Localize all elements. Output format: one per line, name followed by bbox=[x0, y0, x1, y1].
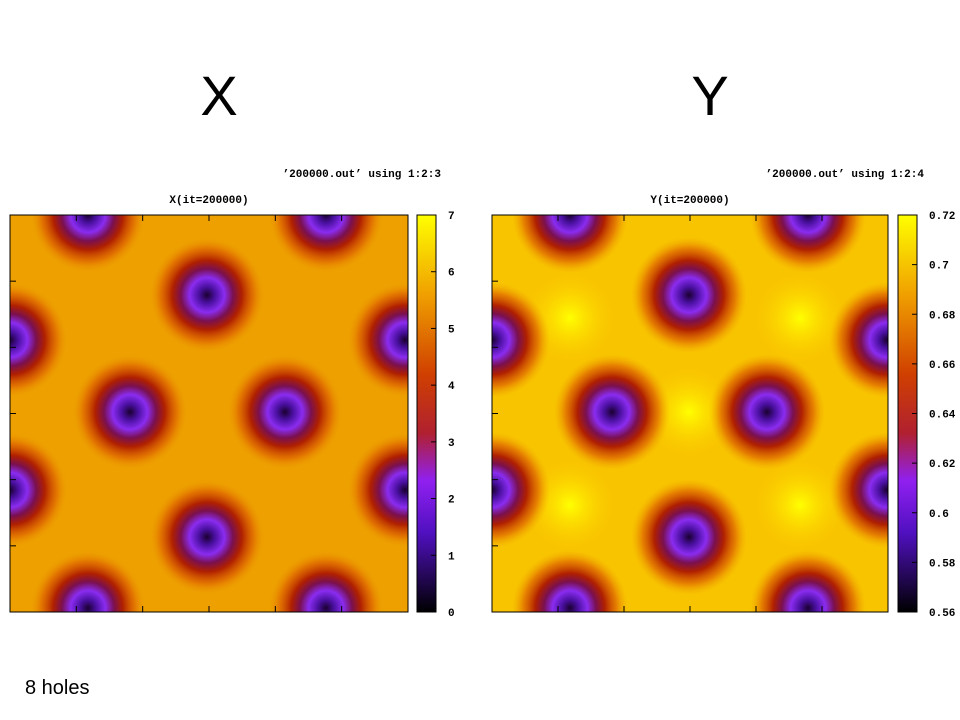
hole bbox=[631, 237, 747, 353]
hole bbox=[30, 215, 146, 273]
plot-title: Y(it=200000) bbox=[650, 195, 729, 207]
hole bbox=[149, 237, 265, 353]
hole bbox=[829, 282, 888, 398]
bright-spot bbox=[755, 273, 845, 363]
colorbar-tick-label: 0.6 bbox=[929, 509, 949, 521]
colorbar-tick-label: 7 bbox=[448, 211, 455, 223]
hole bbox=[554, 354, 670, 470]
colorbar-tick-label: 0 bbox=[448, 608, 455, 620]
hole bbox=[750, 550, 866, 612]
hole bbox=[512, 215, 628, 273]
legend: ’200000.out’ using 1:2:4 bbox=[766, 169, 925, 181]
colorbar-tick-label: 2 bbox=[448, 495, 455, 507]
colorbar-tick-label: 0.68 bbox=[929, 310, 956, 322]
panel-heading: X bbox=[200, 64, 237, 127]
colorbar-tick-label: 0.66 bbox=[929, 360, 955, 372]
heatmap bbox=[10, 215, 408, 612]
colorbar-tick-label: 0.7 bbox=[929, 261, 949, 273]
colorbar-tick-label: 0.64 bbox=[929, 410, 956, 422]
colorbar-tick-label: 1 bbox=[448, 551, 455, 563]
hole bbox=[347, 432, 408, 548]
colorbar-tick-label: 4 bbox=[448, 381, 455, 393]
hole bbox=[829, 432, 888, 548]
heatmap bbox=[492, 215, 888, 612]
hole bbox=[512, 550, 628, 612]
plot-title: X(it=200000) bbox=[169, 195, 248, 207]
hole bbox=[631, 479, 747, 595]
hole bbox=[492, 282, 550, 398]
hole bbox=[347, 282, 408, 398]
caption: 8 holes bbox=[25, 677, 90, 699]
colorbar-tick-label: 0.62 bbox=[929, 459, 955, 471]
colorbar bbox=[416, 214, 437, 613]
hole bbox=[750, 215, 866, 273]
colorbar-tick-label: 0.72 bbox=[929, 211, 955, 223]
hole bbox=[10, 282, 68, 398]
hole bbox=[709, 354, 825, 470]
colorbar-tick-label: 5 bbox=[448, 324, 455, 336]
colorbar-tick-label: 3 bbox=[448, 438, 455, 450]
colorbar-tick-label: 6 bbox=[448, 268, 455, 280]
hole bbox=[268, 550, 384, 612]
hole bbox=[492, 432, 550, 548]
bright-spot bbox=[644, 367, 734, 457]
hole bbox=[30, 550, 146, 612]
hole bbox=[72, 354, 188, 470]
hole bbox=[10, 432, 68, 548]
panel-heading: Y bbox=[691, 64, 728, 127]
hole bbox=[268, 215, 384, 273]
legend: ’200000.out’ using 1:2:3 bbox=[283, 169, 442, 181]
colorbar-tick-label: 0.58 bbox=[929, 558, 956, 570]
bright-spot bbox=[755, 460, 845, 550]
hole bbox=[149, 479, 265, 595]
hole bbox=[227, 354, 343, 470]
colorbar-tick-label: 0.56 bbox=[929, 608, 955, 620]
